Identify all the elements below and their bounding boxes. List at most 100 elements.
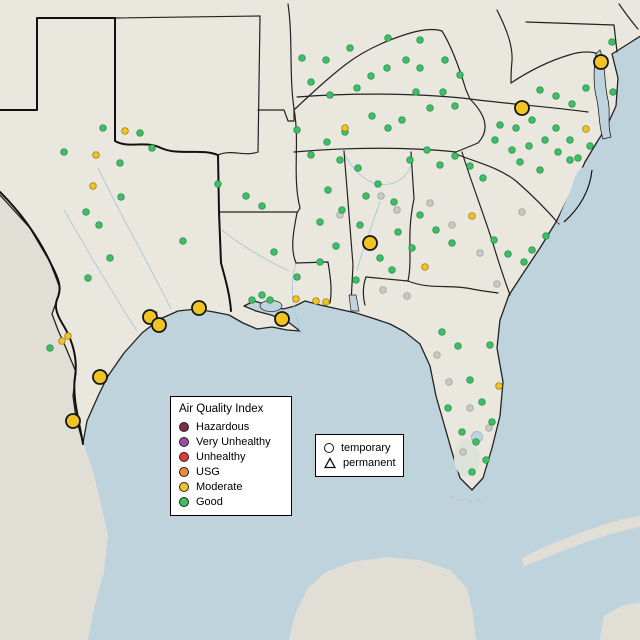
aqi-marker-good xyxy=(332,242,340,250)
border-delaware-river xyxy=(618,3,639,30)
aqi-marker-moderate_small xyxy=(121,127,129,135)
aqi-marker-moderate_small xyxy=(421,263,429,271)
aqi-marker-good xyxy=(376,254,384,262)
aqi-marker-no_data xyxy=(466,404,474,412)
aqi-marker-good xyxy=(307,151,315,159)
border-wv-east xyxy=(496,9,513,84)
aqi-marker-good xyxy=(582,84,590,92)
border-al-fl xyxy=(365,276,409,282)
florida-keys xyxy=(450,495,489,503)
aqi-marker-good xyxy=(352,276,360,284)
mexico-land xyxy=(0,195,108,640)
aqi-marker-good xyxy=(323,138,331,146)
aqi-marker-good xyxy=(456,71,464,79)
aqi-marker-good xyxy=(214,180,222,188)
aqi-marker-moderate_large xyxy=(362,235,378,251)
aqi-marker-good xyxy=(608,38,616,46)
aqi-marker-good xyxy=(496,121,504,129)
border-ga-al xyxy=(407,151,415,282)
aqi-marker-good xyxy=(99,124,107,132)
aqi-marker-good xyxy=(466,162,474,170)
aqi-marker-good xyxy=(566,136,574,144)
aqi-marker-no_data xyxy=(493,280,501,288)
usg-swatch-icon xyxy=(179,466,189,477)
caribbean-corner-land xyxy=(599,602,640,640)
aqi-marker-good xyxy=(416,36,424,44)
non-us-land xyxy=(0,195,640,640)
markers-good xyxy=(46,34,617,476)
aqi-marker-moderate_large xyxy=(151,317,167,333)
aqi-marker-good xyxy=(568,100,576,108)
aqi-marker-good xyxy=(609,88,617,96)
aqi-legend-item-unhealthy: Unhealthy xyxy=(179,449,283,464)
aqi-marker-good xyxy=(554,148,562,156)
aqi-legend-item-good: Good xyxy=(179,494,283,509)
moderate-label: Moderate xyxy=(196,480,243,493)
aqi-marker-good xyxy=(356,221,364,229)
aqi-marker-moderate_large xyxy=(514,100,530,116)
aqi-marker-good xyxy=(148,144,156,152)
texas-border xyxy=(0,17,232,445)
aqi-marker-good xyxy=(486,341,494,349)
aqi-marker-good xyxy=(574,154,582,162)
usg-label: USG xyxy=(196,465,220,478)
aqi-marker-good xyxy=(528,246,536,254)
aqi-marker-good xyxy=(528,116,536,124)
aqi-marker-no_data xyxy=(426,199,434,207)
aqi-marker-good xyxy=(472,438,480,446)
river-colorado-tx xyxy=(63,209,138,332)
aqi-marker-good xyxy=(416,64,424,72)
aqi-marker-good xyxy=(478,398,486,406)
aqi-marker-good xyxy=(542,232,550,240)
aqi-legend-item-very-unhealthy: Very Unhealthy xyxy=(179,434,283,449)
marker-type-legend: temporary permanent xyxy=(315,434,404,477)
very-unhealthy-swatch-icon xyxy=(179,436,189,447)
aqi-marker-no_data xyxy=(485,424,493,432)
marker-type-item-permanent: permanent xyxy=(324,455,396,470)
aqi-marker-moderate_small xyxy=(89,182,97,190)
markers-moderate_small xyxy=(58,124,590,390)
state-borders xyxy=(114,3,639,306)
aqi-legend-item-moderate: Moderate xyxy=(179,479,283,494)
aqi-marker-moderate_small xyxy=(582,125,590,133)
aqi-marker-good xyxy=(566,156,574,164)
aqi-marker-good xyxy=(84,274,92,282)
aqi-marker-good xyxy=(316,258,324,266)
key-island xyxy=(485,495,489,499)
outer-banks xyxy=(563,169,593,223)
aqi-marker-good xyxy=(525,142,533,150)
aqi-marker-good xyxy=(258,202,266,210)
border-potomac xyxy=(510,51,602,84)
aqi-legend-title: Air Quality Index xyxy=(179,403,264,415)
aqi-marker-good xyxy=(520,258,528,266)
aqi-marker-moderate_small xyxy=(495,382,503,390)
aqi-marker-good xyxy=(346,44,354,52)
aqi-marker-good xyxy=(402,56,410,64)
aqi-marker-no_data xyxy=(445,378,453,386)
aqi-marker-good xyxy=(388,266,396,274)
aqi-marker-moderate_small xyxy=(92,151,100,159)
aqi-marker-good xyxy=(293,126,301,134)
texas-rio-grande xyxy=(0,191,84,445)
aqi-marker-good xyxy=(454,342,462,350)
yucatan-land xyxy=(288,557,476,640)
aqi-marker-moderate_large xyxy=(593,54,609,70)
aqi-marker-moderate_small xyxy=(341,124,349,132)
cuba-land xyxy=(522,515,640,566)
key-island xyxy=(459,498,463,502)
border-la-ms xyxy=(295,261,332,304)
aqi-marker-good xyxy=(432,226,440,234)
aqi-marker-good xyxy=(293,273,301,281)
aqi-marker-good xyxy=(383,64,391,72)
aqi-marker-good xyxy=(541,136,549,144)
unhealthy-swatch-icon xyxy=(179,451,189,462)
river-brazos xyxy=(97,167,172,310)
border-fl-west xyxy=(362,276,367,306)
aqi-marker-moderate_small xyxy=(58,337,66,345)
border-ohio-river xyxy=(294,28,443,110)
aqi-marker-good xyxy=(512,124,520,132)
aqi-marker-good xyxy=(95,221,103,229)
aqi-marker-good xyxy=(307,78,315,86)
aqi-marker-good xyxy=(406,156,414,164)
